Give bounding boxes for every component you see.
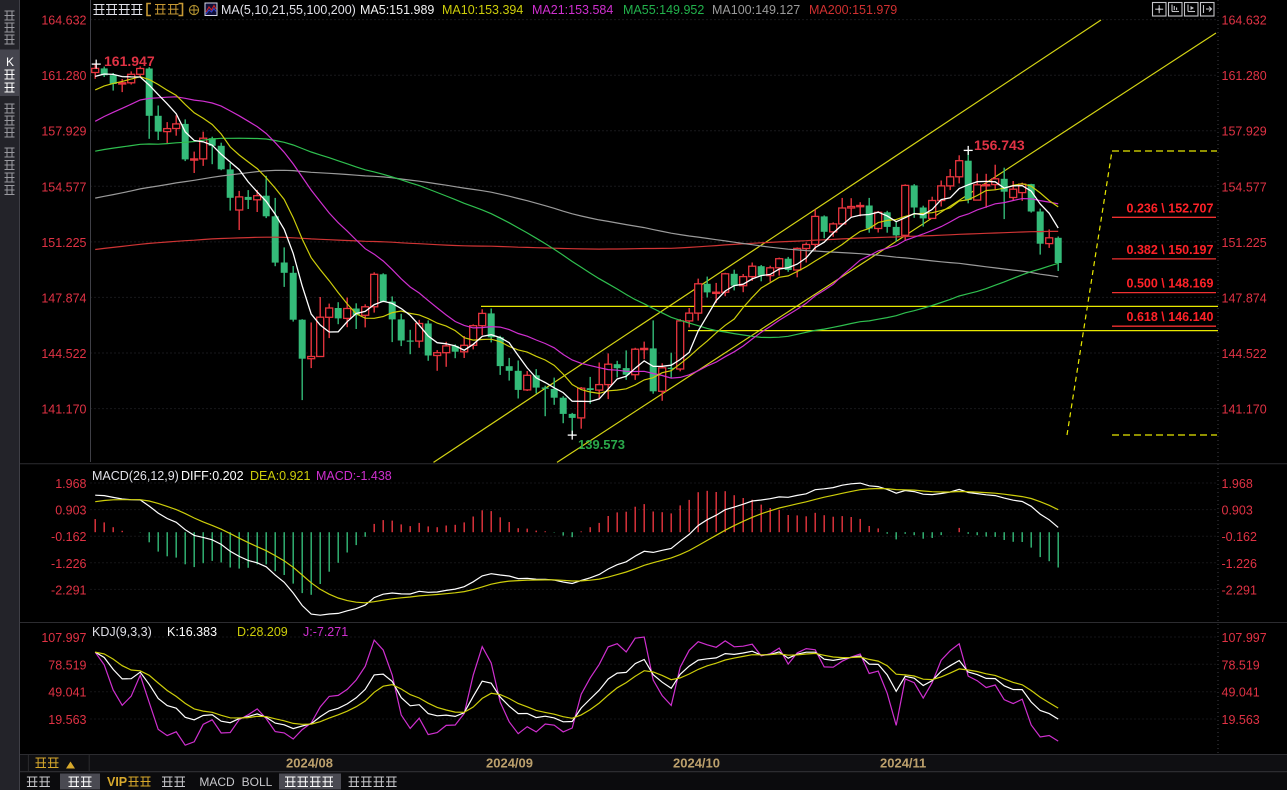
- svg-text:MA200:151.979: MA200:151.979: [809, 3, 897, 17]
- svg-text:-2.291: -2.291: [1222, 583, 1257, 597]
- svg-text:1.968: 1.968: [55, 477, 86, 491]
- svg-text:78.519: 78.519: [1222, 658, 1260, 672]
- svg-text:BOLL: BOLL: [242, 775, 273, 789]
- svg-text:2024/11: 2024/11: [880, 756, 926, 771]
- svg-text:MACD:-1.438: MACD:-1.438: [316, 469, 392, 483]
- svg-text:19.563: 19.563: [48, 713, 86, 727]
- svg-text:157.929: 157.929: [41, 125, 86, 139]
- svg-text:K:16.383: K:16.383: [167, 625, 217, 639]
- svg-text:MACD: MACD: [199, 775, 235, 789]
- svg-text:0.903: 0.903: [55, 504, 86, 518]
- svg-text:164.632: 164.632: [41, 14, 86, 28]
- svg-text:151.225: 151.225: [41, 236, 86, 250]
- svg-text:KDJ(9,3,3): KDJ(9,3,3): [92, 625, 152, 639]
- svg-text:MACD(26,12,9): MACD(26,12,9): [92, 469, 179, 483]
- svg-text:0.903: 0.903: [1222, 504, 1253, 518]
- svg-text:1.968: 1.968: [1222, 477, 1253, 491]
- svg-text:161.280: 161.280: [1222, 69, 1267, 83]
- svg-text:19.563: 19.563: [1222, 713, 1260, 727]
- svg-text:151.225: 151.225: [1222, 236, 1267, 250]
- svg-text:154.577: 154.577: [41, 180, 86, 194]
- svg-text:-0.162: -0.162: [51, 530, 86, 544]
- svg-text:J:-7.271: J:-7.271: [303, 625, 348, 639]
- svg-text:147.874: 147.874: [41, 291, 86, 305]
- svg-text:MA(5,10,21,55,100,200): MA(5,10,21,55,100,200): [221, 3, 356, 17]
- svg-text:144.522: 144.522: [1222, 347, 1267, 361]
- svg-text:D:28.209: D:28.209: [237, 625, 288, 639]
- svg-text:MA21:153.584: MA21:153.584: [532, 3, 613, 17]
- svg-text:2024/09: 2024/09: [486, 756, 533, 771]
- svg-text:141.170: 141.170: [1222, 403, 1267, 417]
- svg-text:K: K: [6, 55, 14, 69]
- svg-text:107.997: 107.997: [1222, 631, 1267, 645]
- svg-text:161.947: 161.947: [104, 53, 155, 69]
- svg-text:147.874: 147.874: [1222, 291, 1267, 305]
- svg-text:157.929: 157.929: [1222, 125, 1267, 139]
- svg-text:154.577: 154.577: [1222, 180, 1267, 194]
- svg-text:144.522: 144.522: [41, 347, 86, 361]
- svg-text:161.280: 161.280: [41, 69, 86, 83]
- svg-text:-1.226: -1.226: [1222, 557, 1257, 571]
- svg-text:0.236 \ 152.707: 0.236 \ 152.707: [1127, 201, 1214, 215]
- svg-text:107.997: 107.997: [41, 631, 86, 645]
- svg-text:MA55:149.952: MA55:149.952: [623, 3, 704, 17]
- svg-text:0.618 \ 146.140: 0.618 \ 146.140: [1127, 310, 1214, 324]
- svg-text:-1.226: -1.226: [51, 557, 86, 571]
- svg-text:78.519: 78.519: [48, 658, 86, 672]
- svg-text:156.743: 156.743: [974, 137, 1025, 153]
- svg-text:2024/08: 2024/08: [286, 756, 333, 771]
- svg-text:MA10:153.394: MA10:153.394: [442, 3, 523, 17]
- svg-text:-2.291: -2.291: [51, 583, 86, 597]
- svg-text:141.170: 141.170: [41, 403, 86, 417]
- svg-text:DEA:0.921: DEA:0.921: [250, 469, 311, 483]
- svg-text:49.041: 49.041: [48, 686, 86, 700]
- svg-text:DIFF:0.202: DIFF:0.202: [181, 469, 244, 483]
- svg-text:0.500 \ 148.169: 0.500 \ 148.169: [1127, 277, 1214, 291]
- svg-text:MA100:149.127: MA100:149.127: [712, 3, 800, 17]
- svg-text:-0.162: -0.162: [1222, 530, 1257, 544]
- svg-text:2024/10: 2024/10: [673, 756, 720, 771]
- svg-text:139.573: 139.573: [578, 437, 625, 452]
- svg-text:49.041: 49.041: [1222, 686, 1260, 700]
- svg-text:VIP: VIP: [107, 775, 127, 789]
- svg-text:164.632: 164.632: [1222, 14, 1267, 28]
- svg-text:MA5:151.989: MA5:151.989: [360, 3, 434, 17]
- svg-text:0.382 \ 150.197: 0.382 \ 150.197: [1127, 243, 1214, 257]
